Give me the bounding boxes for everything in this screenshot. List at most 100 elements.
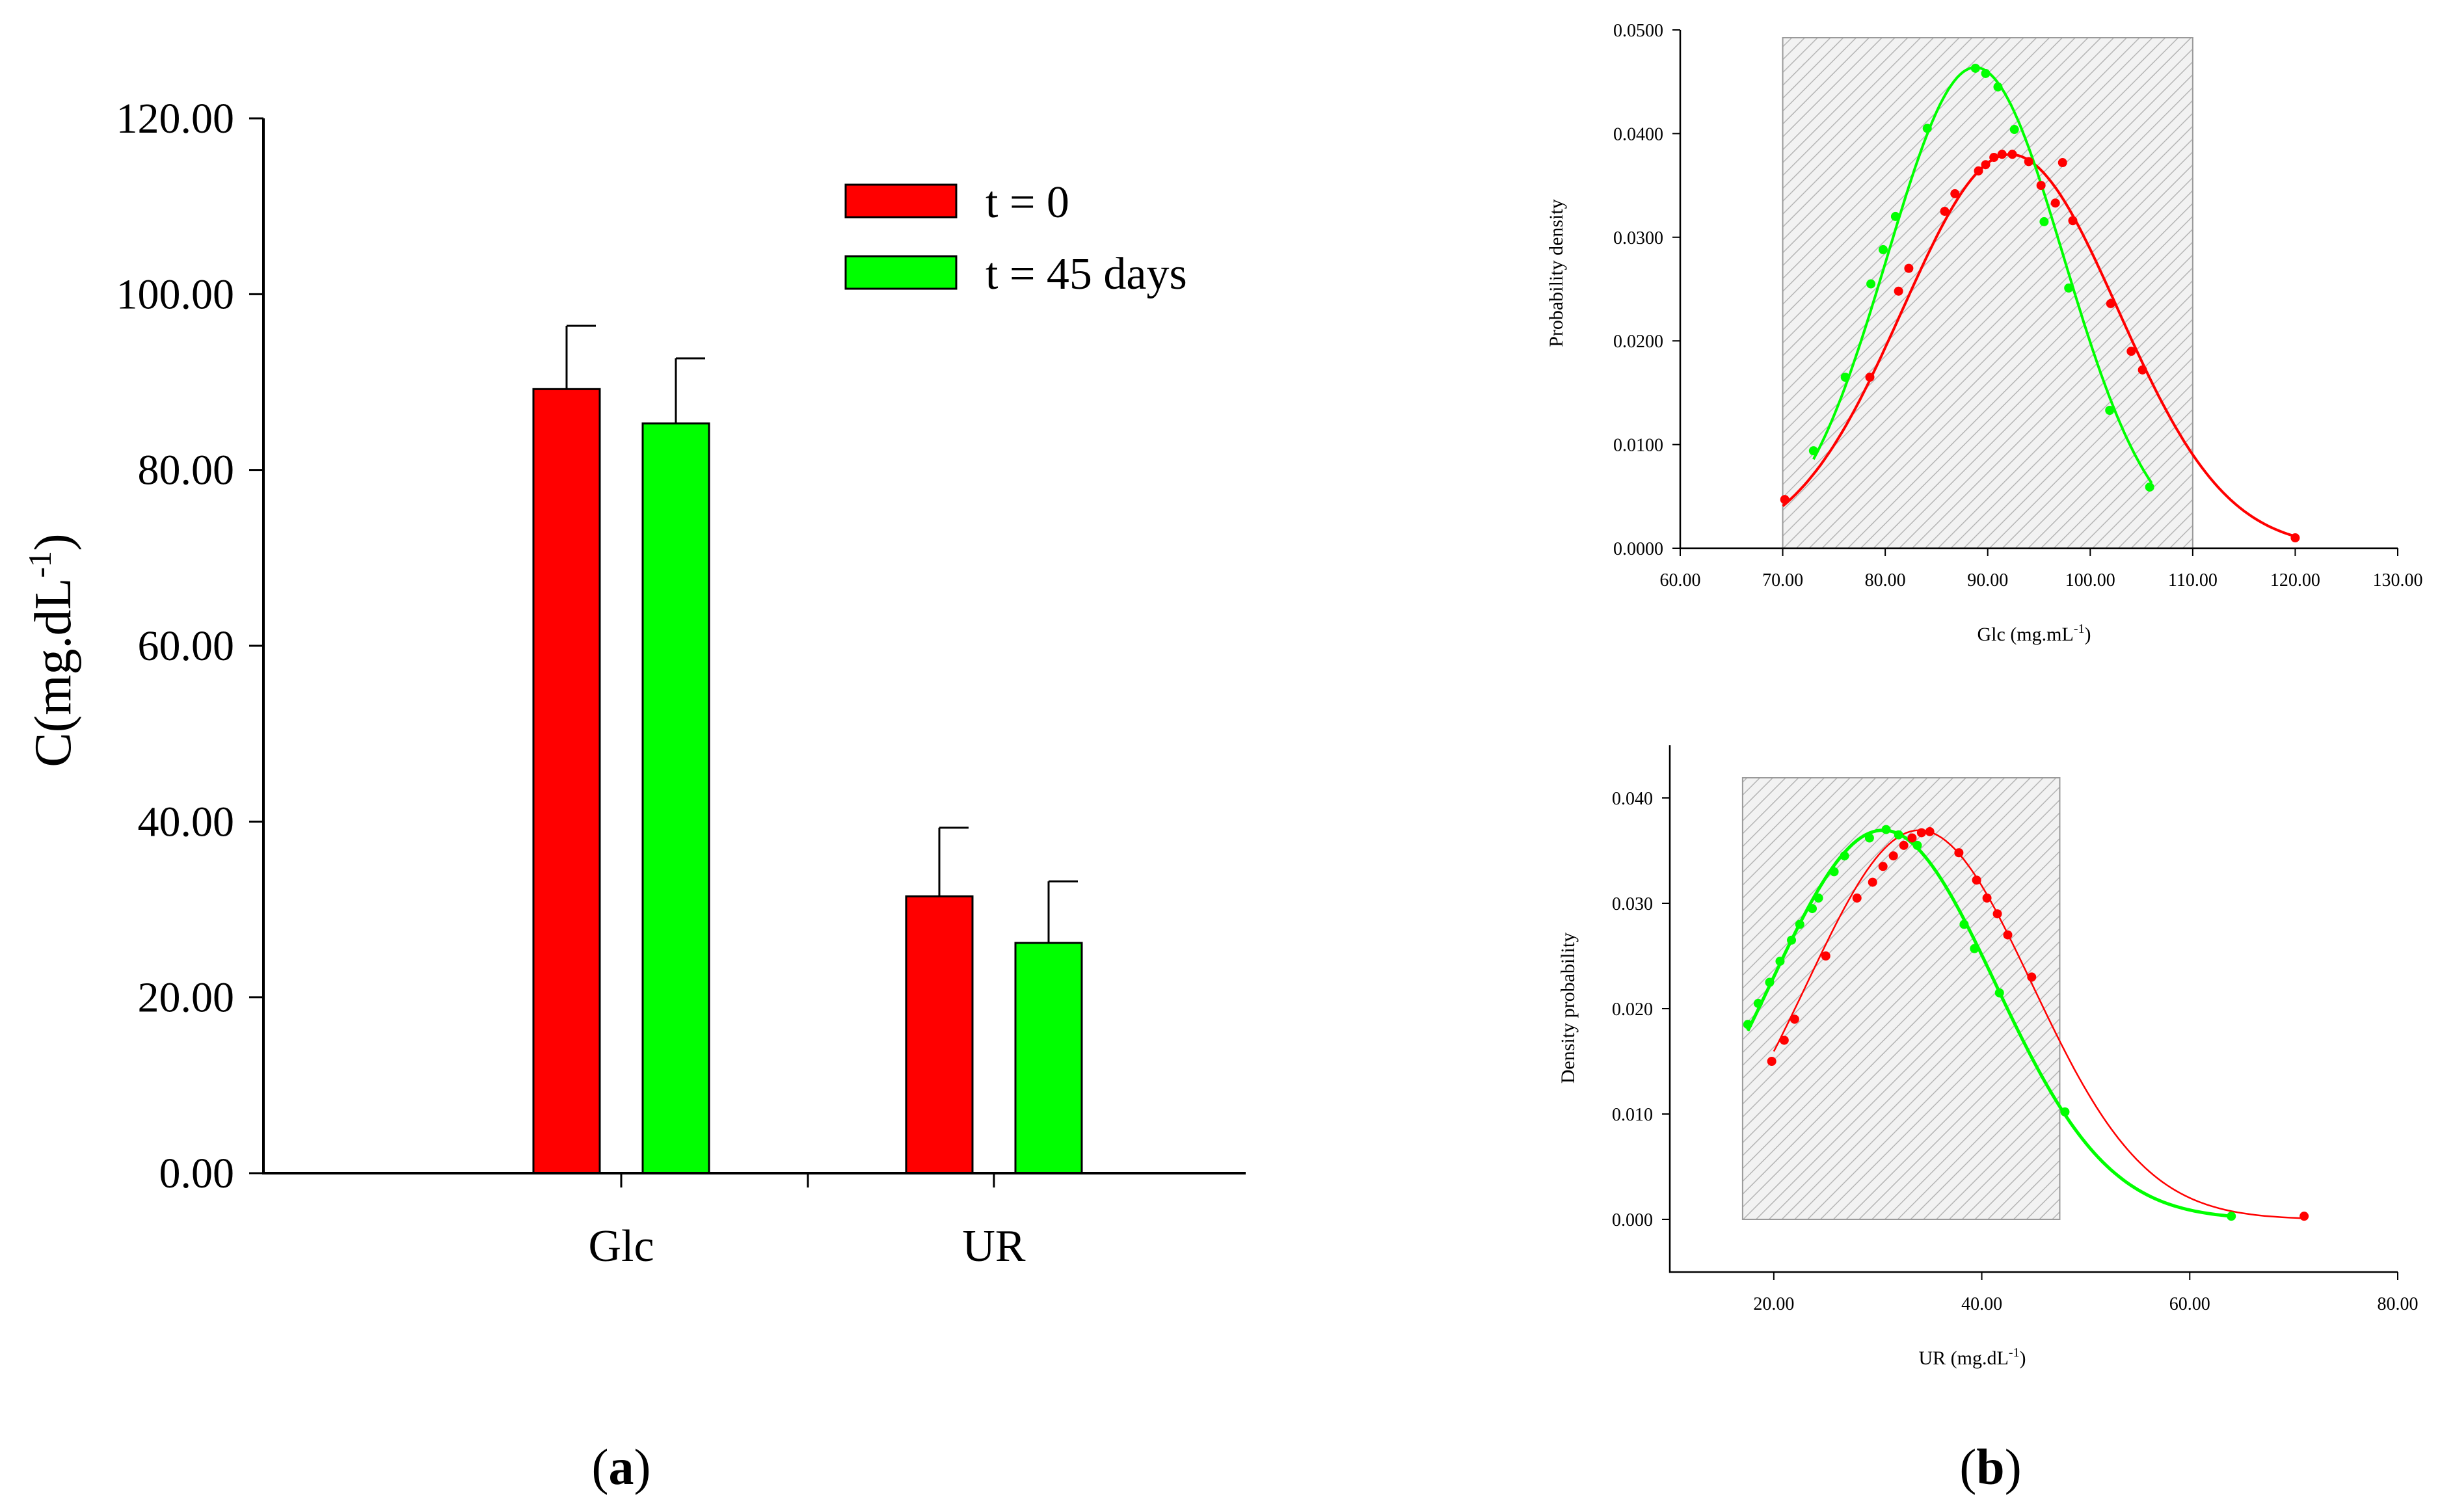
legend-label-t45: t = 45 days — [985, 249, 1187, 299]
panel-label-b: (b) — [1959, 1439, 2021, 1495]
ur-point-s1 — [1743, 1020, 1752, 1029]
glc-point-s0 — [2290, 533, 2300, 543]
y-tick-label: 100.00 — [116, 271, 235, 318]
x-axis-categories: Glc UR — [588, 1173, 1026, 1271]
glc-x-tick-label: 110.00 — [2168, 570, 2218, 590]
glc-point-s0 — [2050, 198, 2060, 208]
legend-swatch-t0 — [844, 183, 958, 219]
ur-point-s0 — [1790, 1015, 1799, 1024]
glc-point-s0 — [1950, 189, 1960, 198]
y-tick-label: 60.00 — [138, 622, 235, 670]
glc-y-tick-label: 0.0500 — [1613, 21, 1663, 41]
glc-y-tick-label: 0.0400 — [1613, 124, 1663, 144]
ur-y-tick-label: 0.010 — [1612, 1105, 1653, 1125]
glc-curves — [1782, 66, 2296, 538]
ur-point-s0 — [2027, 972, 2037, 982]
glc-x-tick-label: 120.00 — [2270, 570, 2320, 590]
glc-point-s1 — [1866, 279, 1876, 289]
glc-point-s1 — [1981, 68, 1991, 78]
ur-point-s1 — [1829, 867, 1839, 877]
legend: t = 0 t = 45 days — [844, 178, 1187, 299]
glc-y-tick-label: 0.0000 — [1613, 539, 1663, 559]
glc-point-s0 — [2024, 157, 2033, 166]
ur-curve-s1 — [1746, 829, 2232, 1218]
glc-point-s1 — [1993, 82, 2003, 92]
glc-point-s0 — [1989, 153, 1999, 163]
glc-x-tick-label: 90.00 — [1967, 570, 2008, 590]
ur-y-tick-label: 0.020 — [1612, 1000, 1653, 1020]
ur-x-tick-label: 60.00 — [2169, 1294, 2210, 1314]
glc-point-s1 — [2064, 283, 2074, 293]
ur-point-s1 — [1959, 920, 1969, 929]
glc-x-tick-label: 130.00 — [2373, 570, 2423, 590]
ur-point-s1 — [2227, 1212, 2236, 1221]
y-tick-label: 80.00 — [138, 447, 235, 494]
ur-point-s0 — [1972, 875, 1981, 885]
glc-y-axis-label: Probability density — [1546, 199, 1567, 347]
glc-curve-s0 — [1782, 153, 2296, 538]
glc-point-s0 — [2106, 298, 2115, 308]
y-tick-label: 20.00 — [138, 974, 235, 1022]
y-tick-label: 40.00 — [138, 798, 235, 845]
glc-point-s1 — [1878, 245, 1888, 254]
ur-point-s1 — [1840, 851, 1849, 861]
ur-point-s1 — [1970, 944, 1979, 953]
ur-y-axis-label: Density probability — [1557, 933, 1579, 1083]
glc-point-s0 — [1940, 206, 1950, 216]
ur-point-s0 — [1878, 862, 1888, 871]
panel-label-a: (a) — [592, 1439, 651, 1495]
glc-point-s1 — [1890, 211, 1900, 221]
glc-point-s0 — [1865, 372, 1875, 382]
glc-x-tick-label: 80.00 — [1865, 570, 1906, 590]
glc-point-s0 — [1997, 150, 2007, 159]
glc-point-s0 — [2068, 216, 2078, 226]
bar-ur-s1 — [1014, 942, 1083, 1174]
glc-point-s1 — [1970, 63, 1980, 73]
ur-curves — [1746, 829, 2305, 1219]
ur-point-s1 — [1994, 988, 2004, 998]
ur-point-s1 — [1864, 833, 1874, 843]
glc-y-tick-label: 0.0300 — [1613, 228, 1663, 248]
glc-y-tick-label: 0.0100 — [1613, 436, 1663, 456]
ur-point-s0 — [1779, 1035, 1789, 1045]
ur-ticks: 20.00 40.00 60.00 80.00 0.000 0.010 0.020 0.030… — [1612, 789, 2419, 1314]
x-label-glc: Glc — [588, 1221, 654, 1271]
ur-reference-range — [1741, 777, 2061, 1220]
glc-point-s1 — [1840, 372, 1850, 382]
glc-ticks: 60.00 70.00 80.00 90.00 100.00 110.00 120.00 13… — [1613, 21, 2423, 590]
ur-curve-s0 — [1773, 829, 2305, 1219]
ur-y-tick-label: 0.030 — [1612, 894, 1653, 914]
y-axis-ticks: 0.00 20.00 40.00 60.00 80.00 100.00 120.00 — [116, 95, 263, 1197]
bar-ur-s0 — [905, 895, 974, 1174]
glc-point-s0 — [2058, 158, 2067, 168]
ur-point-s1 — [1775, 957, 1785, 966]
ur-point-s1 — [1787, 935, 1797, 945]
ur-point-s0 — [1868, 877, 1877, 887]
x-label-ur: UR — [962, 1221, 1026, 1271]
glc-point-s0 — [1780, 495, 1790, 505]
glc-x-tick-label: 60.00 — [1660, 570, 1701, 590]
ur-point-s0 — [1821, 951, 1830, 961]
ur-point-s1 — [2060, 1107, 2070, 1117]
ur-point-s1 — [1795, 920, 1804, 929]
glc-point-s0 — [2007, 150, 2017, 159]
glc-point-s0 — [1981, 160, 1991, 170]
glc-x-tick-label: 70.00 — [1762, 570, 1803, 590]
ur-point-s0 — [1899, 840, 1909, 850]
ur-point-s1 — [1753, 998, 1763, 1008]
bar-glc-s1 — [641, 422, 710, 1174]
ur-density-chart: 20.00 40.00 60.00 80.00 0.000 0.010 0.020 0.030… — [1557, 745, 2419, 1369]
glc-point-s0 — [2126, 347, 2136, 356]
glc-reference-range — [1782, 37, 2193, 549]
glc-x-axis-label: Glc (mg.mL-1) — [1977, 622, 2091, 645]
y-tick-label: 120.00 — [116, 95, 235, 142]
ur-point-s0 — [1992, 909, 2002, 919]
ur-point-s1 — [1808, 904, 1817, 914]
bar-glc-s0 — [532, 388, 601, 1174]
bar-chart: 0.00 20.00 40.00 60.00 80.00 100.00 120.00 Glc… — [21, 95, 1246, 1271]
ur-point-s1 — [1881, 825, 1891, 834]
glc-x-tick-label: 100.00 — [2065, 570, 2115, 590]
ur-points — [1743, 825, 2309, 1221]
error-bar-group — [565, 325, 1078, 943]
